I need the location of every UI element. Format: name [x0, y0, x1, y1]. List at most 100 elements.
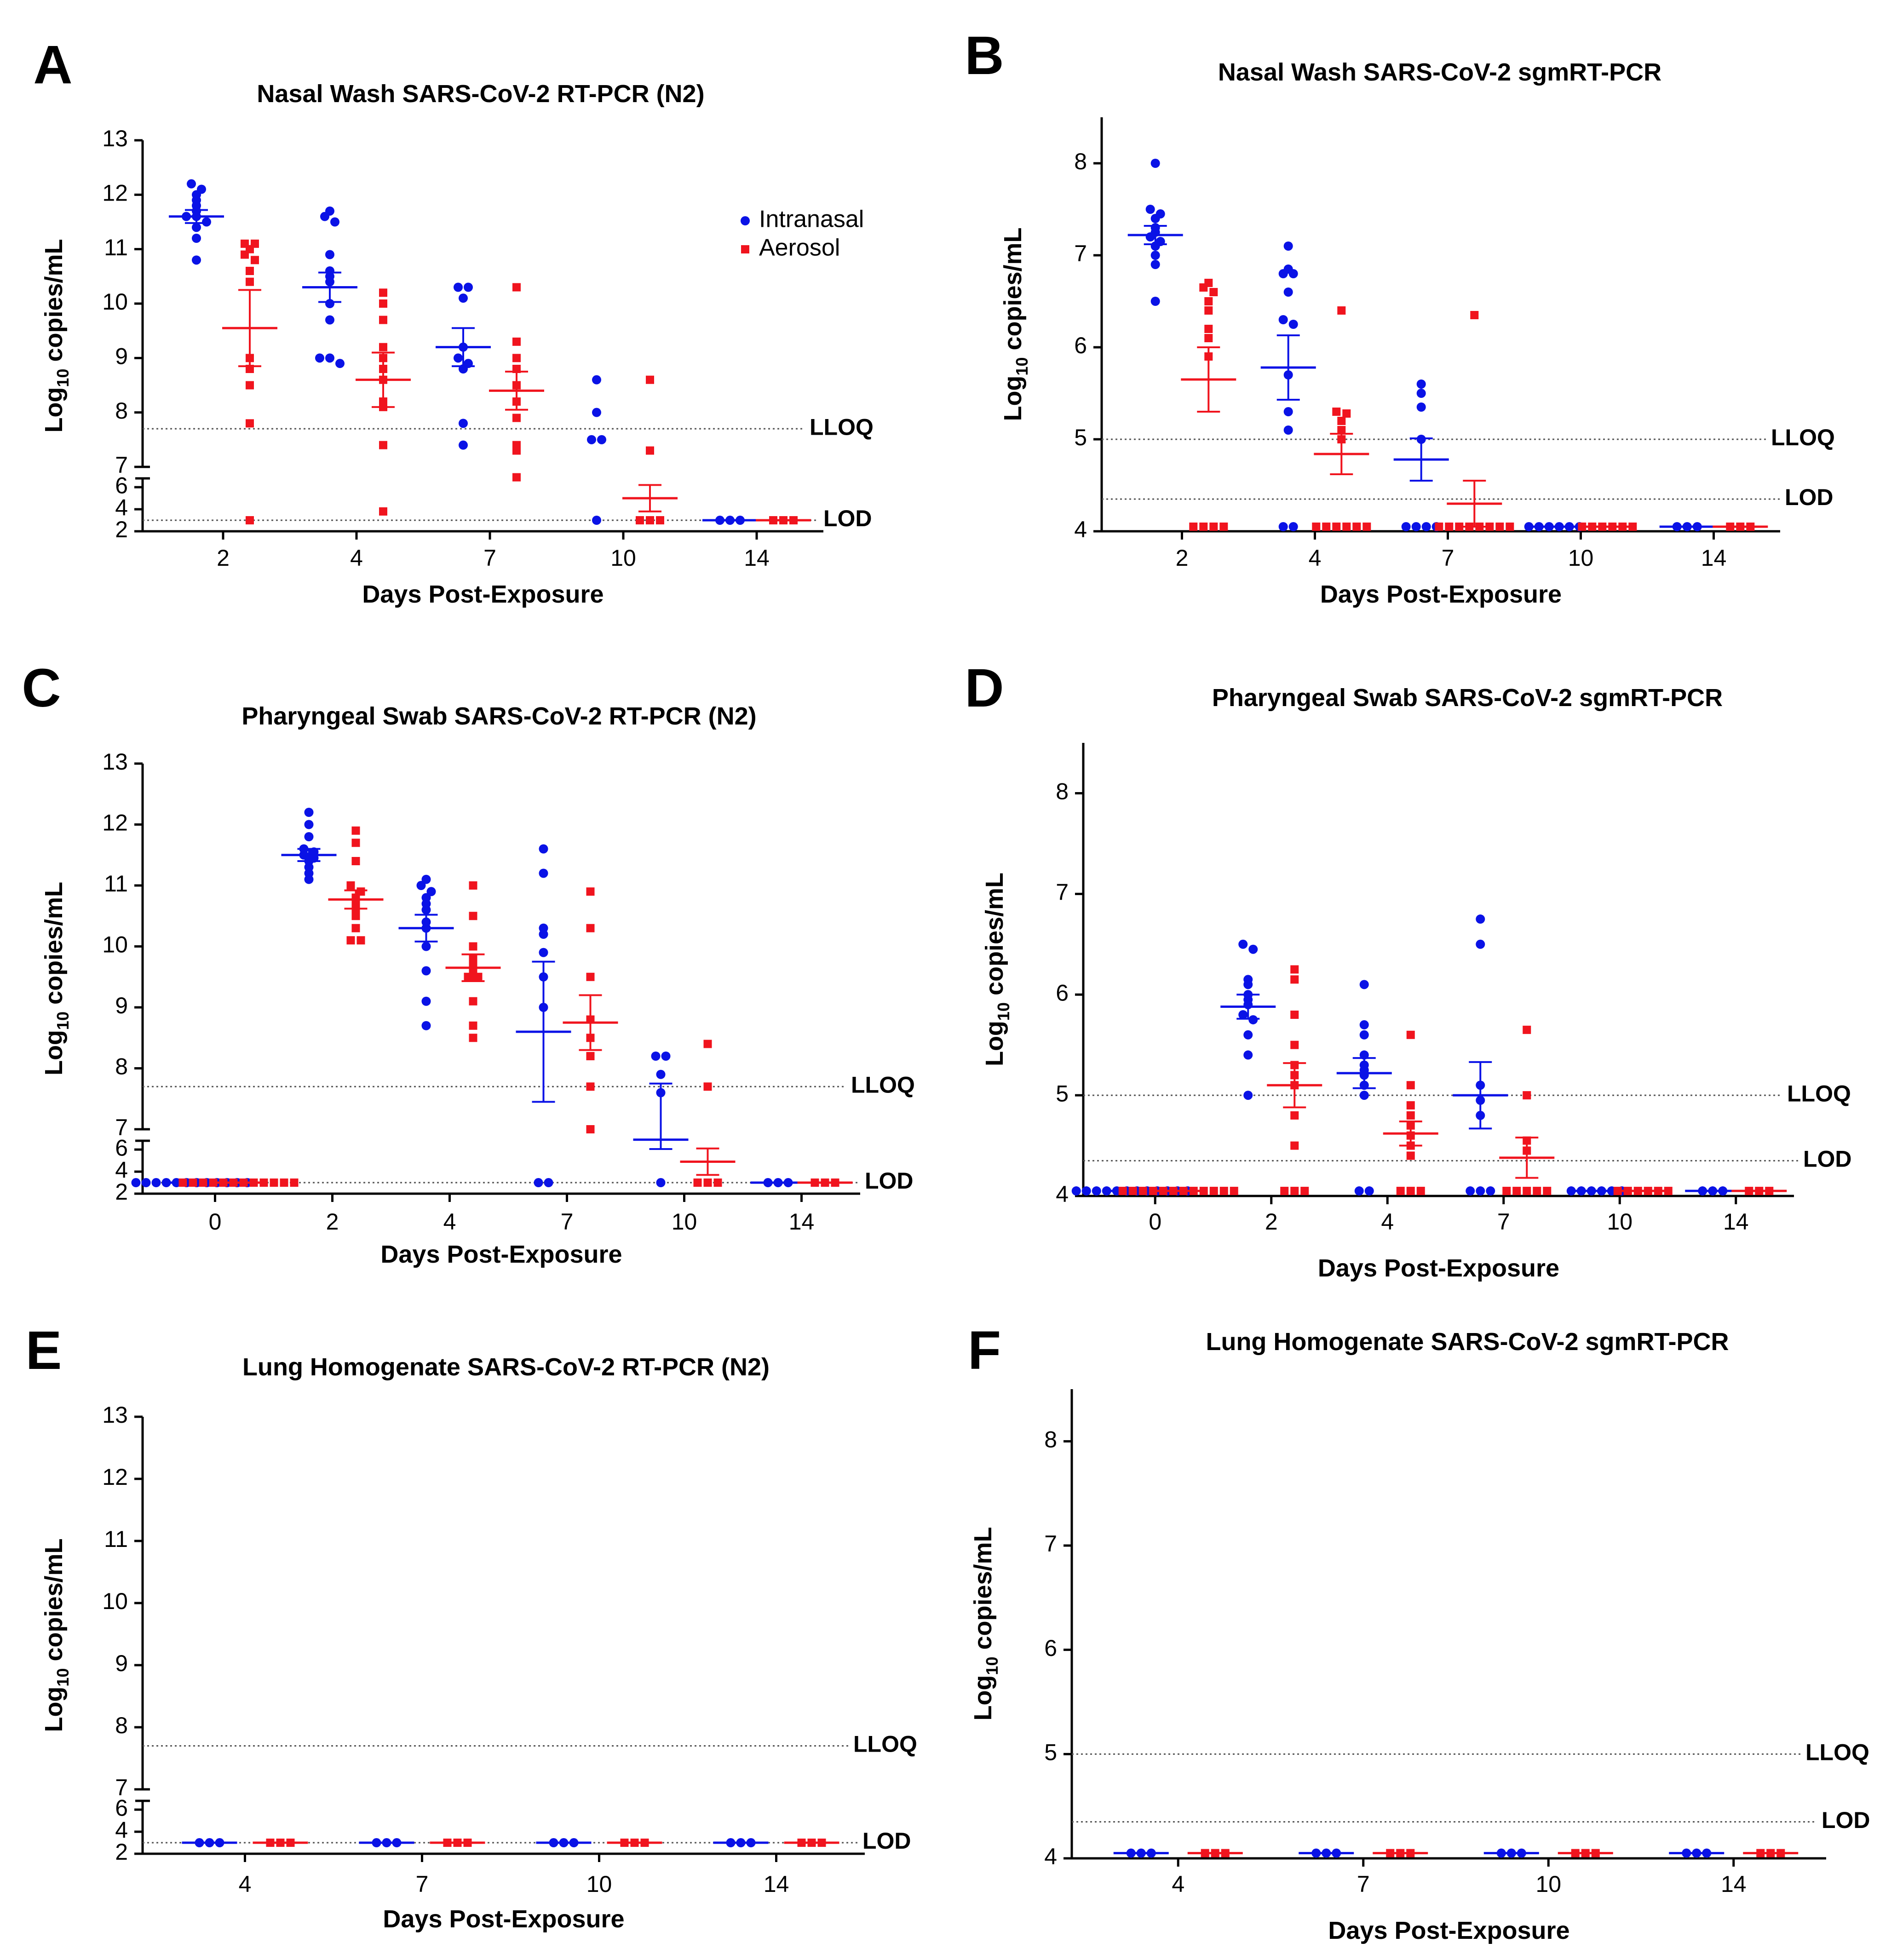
- x-tick-label: 10: [610, 545, 636, 571]
- intranasal-point: [1364, 1186, 1374, 1196]
- intranasal-point: [1278, 315, 1288, 324]
- aerosol-point: [246, 267, 254, 275]
- panel-letter: D: [965, 658, 1004, 718]
- intranasal-point: [421, 905, 431, 914]
- aerosol-point: [246, 419, 254, 428]
- intranasal-point: [151, 1178, 161, 1188]
- aerosol-point: [586, 887, 595, 896]
- y-tick-label: 4: [115, 494, 128, 520]
- aerosol-point: [1322, 523, 1331, 531]
- lloq-label: LLOQ: [1805, 1740, 1869, 1765]
- x-tick-label: 10: [672, 1209, 697, 1235]
- x-tick-label: 2: [1265, 1209, 1278, 1235]
- aerosol-point: [1485, 523, 1494, 531]
- aerosol-point: [290, 1178, 299, 1187]
- aerosol-point: [1204, 325, 1213, 333]
- aerosol-point: [1342, 409, 1351, 418]
- panel-F: F Lung Homogenate SARS-CoV-2 sgmRT-PCR 4 5 6…: [968, 1320, 1870, 1944]
- y-tick-label: 2: [115, 1179, 128, 1205]
- aerosol-point: [1406, 1081, 1415, 1090]
- intranasal-point: [539, 930, 548, 939]
- intranasal-point: [315, 353, 324, 363]
- aerosol-point: [1280, 1187, 1289, 1196]
- lod-label: LOD: [1803, 1146, 1852, 1172]
- intranasal-point: [1248, 944, 1258, 954]
- y-tick-label: 2: [115, 1839, 128, 1865]
- intranasal-point: [587, 435, 596, 444]
- intranasal-point: [421, 874, 431, 884]
- x-tick-label: 14: [789, 1209, 815, 1235]
- aerosol-point: [1189, 523, 1198, 531]
- aerosol-point: [586, 1052, 595, 1060]
- aerosol-point: [586, 924, 595, 932]
- intranasal-point: [1476, 939, 1485, 949]
- y-tick-label: 8: [1056, 779, 1069, 805]
- y-tick-label: 4: [1056, 1181, 1069, 1207]
- y-tick-label: 8: [115, 1054, 128, 1080]
- y-tick-label: 5: [1044, 1740, 1057, 1765]
- aerosol-point: [703, 1178, 712, 1187]
- aerosol-point: [1523, 1025, 1531, 1034]
- x-tick-label: 7: [483, 545, 496, 571]
- aerosol-point: [1138, 1187, 1147, 1196]
- intranasal-point: [1243, 1030, 1253, 1040]
- aerosol-point: [1470, 311, 1479, 319]
- y-tick-label: 11: [104, 235, 128, 260]
- x-tick-label: 14: [1721, 1871, 1747, 1897]
- intranasal-point: [1416, 402, 1426, 412]
- x-tick-label: 10: [1607, 1209, 1633, 1235]
- aerosol-point: [469, 942, 477, 951]
- x-tick-label: 10: [586, 1871, 612, 1897]
- aerosol-point: [1406, 1187, 1415, 1196]
- y-tick-label: 9: [115, 1650, 128, 1676]
- x-axis-label: Days Post-Exposure: [1318, 1254, 1559, 1282]
- y-axis-label-unit: copies/mL: [981, 873, 1008, 1002]
- panel-E: E Lung Homogenate SARS-CoV-2 RT-PCR (N2) 7…: [26, 1320, 917, 1933]
- lloq-label: LLOQ: [810, 414, 874, 440]
- intranasal-point: [1145, 205, 1155, 214]
- aerosol-point: [713, 1178, 722, 1187]
- aerosol-point: [1204, 306, 1213, 315]
- intranasal-point: [592, 516, 601, 525]
- y-tick-label: 11: [104, 871, 128, 897]
- aerosol-point: [1290, 975, 1299, 984]
- intranasal-point: [426, 887, 436, 897]
- x-tick-label: 14: [764, 1871, 789, 1897]
- lod-label: LOD: [1785, 484, 1834, 510]
- x-tick-label: 14: [1701, 545, 1727, 571]
- intranasal-point: [454, 282, 463, 292]
- aerosol-point: [469, 881, 477, 890]
- aerosol-point: [1209, 1187, 1218, 1196]
- aerosol-point: [1406, 1030, 1415, 1039]
- intranasal-point: [421, 966, 431, 976]
- y-tick-label: 10: [102, 1588, 128, 1614]
- aerosol-point: [703, 1082, 712, 1091]
- x-tick-label: 14: [1723, 1209, 1749, 1235]
- y-tick-label: 6: [1044, 1635, 1057, 1661]
- panel-title: Lung Homogenate SARS-CoV-2 sgmRT-PCR: [1206, 1328, 1729, 1356]
- aerosol-point: [1230, 1187, 1238, 1196]
- intranasal-point: [1071, 1186, 1081, 1196]
- aerosol-point: [1204, 297, 1213, 305]
- intranasal-point: [1243, 1050, 1253, 1060]
- intranasal-point: [1092, 1186, 1101, 1196]
- y-tick-label: 5: [1056, 1081, 1069, 1106]
- legend-aerosol-label: Aerosol: [759, 235, 840, 261]
- aerosol-point: [1533, 1187, 1541, 1196]
- intranasal-point: [1150, 260, 1160, 269]
- aerosol-point: [1523, 1187, 1531, 1196]
- intranasal-point: [1145, 232, 1155, 241]
- intranasal-point: [1354, 1186, 1364, 1196]
- panel-B: B Nasal Wash SARS-CoV-2 sgmRT-PCR 4 5 6 7 8 Log…: [965, 25, 1834, 608]
- aerosol-point: [703, 1040, 712, 1048]
- y-tick-label: 8: [115, 398, 128, 424]
- intranasal-point: [416, 881, 426, 890]
- intranasal-point: [202, 217, 211, 227]
- aerosol-point: [246, 381, 254, 390]
- y-axis-label-subscript: 10: [994, 1002, 1013, 1021]
- intranasal-point: [325, 315, 334, 325]
- x-axis-label: Days Post-Exposure: [383, 1905, 624, 1933]
- intranasal-point: [141, 1178, 151, 1188]
- intranasal-point: [1421, 522, 1431, 531]
- aerosol-point: [1209, 523, 1218, 531]
